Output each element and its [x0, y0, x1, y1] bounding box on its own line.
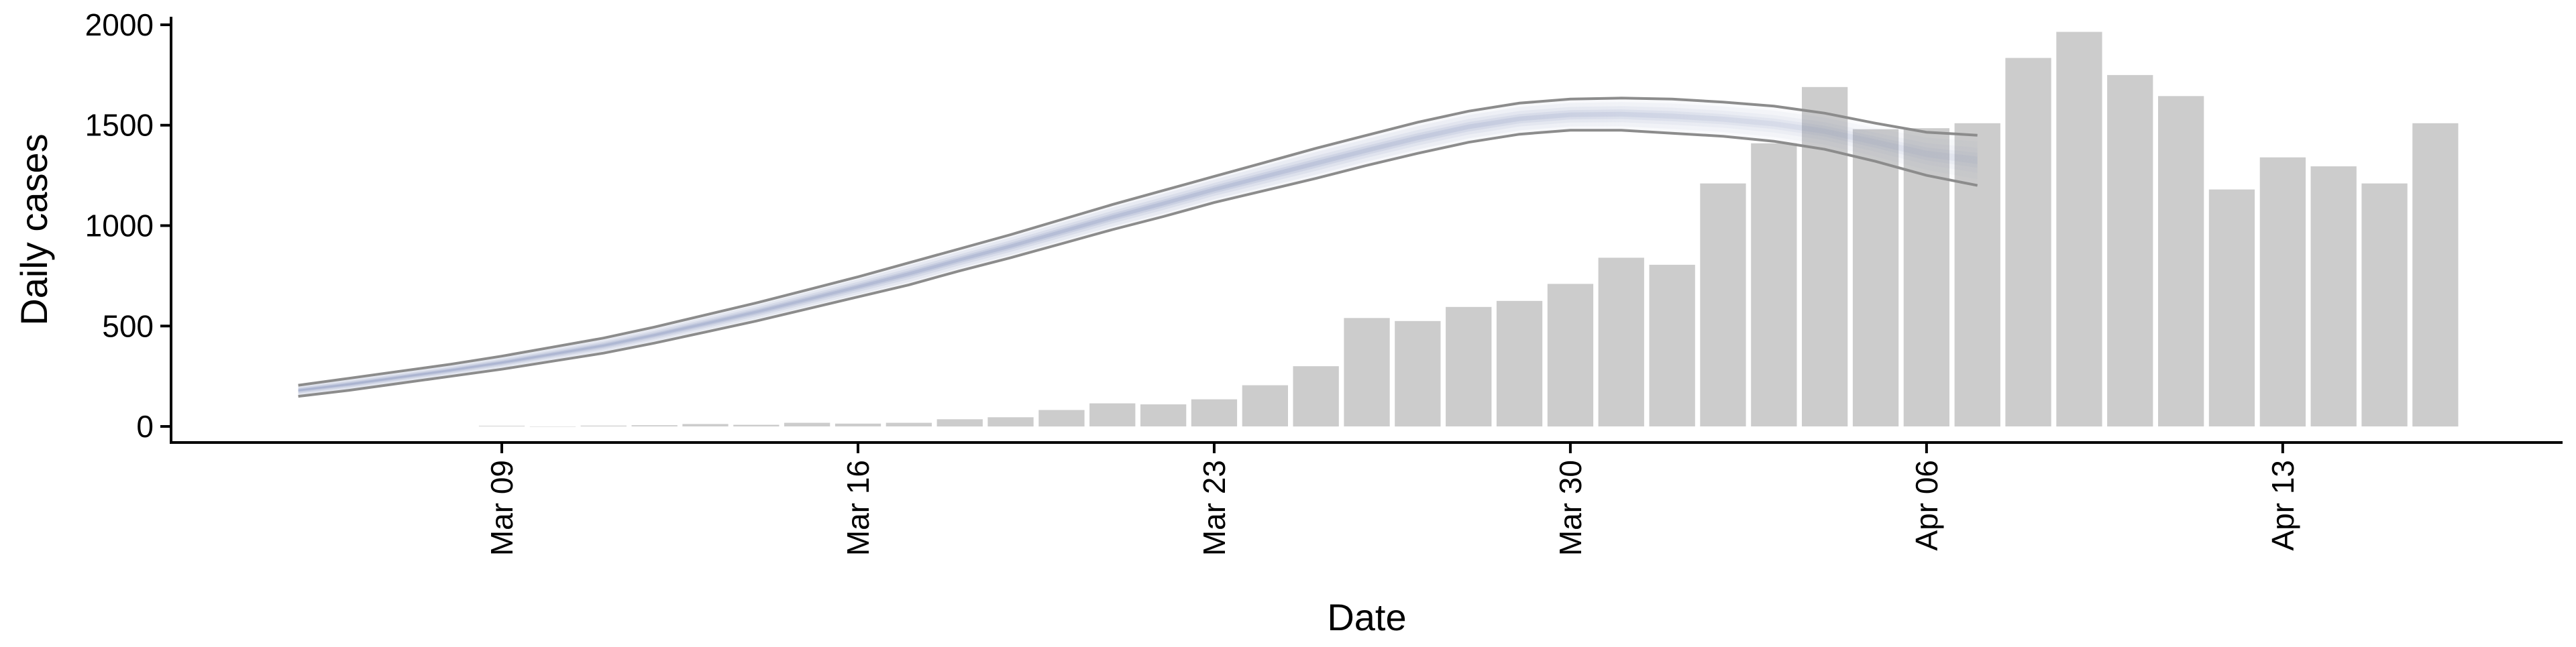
x-ticks: Mar 09 Mar 16 Mar 23 Mar 30 Apr 06 Apr 13 — [484, 443, 2300, 556]
y-ticks: 0 500 1000 1500 2000 — [85, 7, 171, 444]
bar — [1700, 183, 1746, 426]
estimate-upper-line — [298, 97, 1978, 387]
bar — [1751, 143, 1797, 426]
x-tick-label: Mar 30 — [1553, 460, 1588, 556]
bar — [2056, 32, 2102, 427]
bar — [936, 419, 983, 427]
y-axis-title: Daily cases — [13, 133, 55, 325]
x-axis-title: Date — [1327, 596, 1406, 638]
bar — [784, 422, 830, 426]
x-tick-label: Apr 06 — [1909, 460, 1944, 551]
y-tick-label: 2000 — [85, 7, 154, 42]
bar — [2005, 58, 2051, 426]
bar — [1446, 306, 1492, 426]
bar — [1191, 399, 1238, 426]
bars-layer — [478, 32, 2459, 427]
bar — [631, 425, 678, 426]
y-tick-label: 1500 — [85, 108, 154, 143]
x-tick-label: Mar 09 — [484, 460, 519, 556]
bar — [2208, 189, 2255, 426]
bar — [2158, 96, 2204, 427]
bar — [835, 423, 881, 426]
bar — [1496, 300, 1543, 426]
bar — [733, 424, 780, 426]
y-tick-label: 1000 — [85, 209, 154, 243]
bar — [529, 426, 576, 427]
bar — [682, 424, 729, 426]
axes-layer — [170, 17, 2563, 444]
bar — [1140, 404, 1187, 426]
estimate-band — [298, 111, 1978, 392]
bar — [1242, 385, 1288, 426]
bar — [2107, 74, 2153, 427]
bar — [2361, 183, 2408, 426]
x-tick-label: Mar 16 — [841, 460, 875, 556]
estimate-band-layer — [298, 97, 1978, 398]
bar — [1089, 403, 1136, 426]
y-tick-label: 500 — [102, 308, 154, 343]
bar — [1293, 366, 1339, 427]
bar — [2310, 166, 2357, 426]
bar — [2259, 157, 2306, 427]
bar — [1344, 318, 1390, 426]
bar — [2412, 123, 2459, 427]
bar — [885, 422, 932, 426]
bar — [987, 417, 1034, 427]
bar — [1038, 410, 1085, 427]
bar — [1547, 284, 1594, 427]
bar — [1598, 257, 1644, 426]
x-tick-label: Mar 23 — [1197, 460, 1232, 556]
bar — [1395, 320, 1441, 427]
bar — [1852, 129, 1899, 426]
estimate-lower-line — [298, 129, 1978, 398]
y-tick-label: 0 — [136, 409, 154, 444]
x-tick-label: Apr 13 — [2265, 460, 2300, 551]
bar — [1649, 264, 1695, 426]
